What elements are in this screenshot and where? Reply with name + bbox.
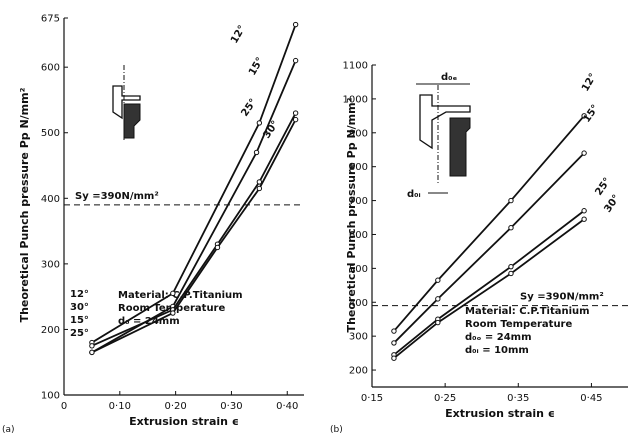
data-point [508,224,514,231]
series-line-0 [91,24,297,344]
y-tick-label: 100 [41,391,60,402]
billet-hatch [449,117,471,177]
y-tick-label: 675 [41,14,60,25]
y-tick-label: 200 [349,366,368,377]
x-tick-label: 0·25 [434,393,456,404]
data-point [292,57,299,64]
series-label: 15° [581,103,601,125]
die-schematic [112,65,141,140]
doe-label: d₀ₑ [441,72,458,83]
material-note: Material: C.P.Titanium [118,290,243,301]
data-point [435,296,441,302]
data-point [89,349,95,356]
series-label: 15° [247,56,266,78]
series-start-label: 25° [70,328,89,339]
data-point [292,21,299,28]
data-point [581,113,587,119]
y-tick-label: 500 [349,264,368,275]
y-tick-label: 300 [349,332,368,343]
series-start-label: 15° [70,315,89,326]
material-note: d₀ᵢ = 10mm [465,345,529,356]
data-point [292,110,299,116]
x-tick-label: 0·10 [109,401,131,412]
series-line-2 [393,210,585,356]
x-tick-label: 0·20 [164,401,186,412]
data-point [581,216,587,222]
y-tick-label: 1000 [343,94,368,105]
y-tick-label: 700 [349,196,368,207]
die-schematic: d₀ₑ d₀ᵢ [407,72,471,200]
series-label: 12° [229,24,248,46]
material-note: d₀ₒ = 24mm [465,332,532,343]
x-tick-label: 0·40 [276,401,298,412]
series-label: 25° [239,97,259,119]
data-point [292,116,299,123]
y-tick-label: 600 [41,63,60,74]
data-point [391,328,397,334]
yield-stress-label: Sy =390N/mm² [520,292,604,303]
billet-hatch [123,103,141,139]
data-point [391,340,397,346]
series-line-1 [393,152,585,344]
series-label: 30° [602,193,622,215]
data-point [581,208,587,214]
series-line-1 [91,60,297,354]
data-point [508,197,514,204]
die-outline [419,94,471,150]
series-line-0 [393,115,585,332]
y-tick-label: 300 [41,259,60,270]
y-tick-label: 500 [41,128,60,139]
data-point [170,310,176,316]
panel-label: (b) [330,425,343,435]
doi-label: d₀ᵢ [407,189,421,200]
data-point [581,150,587,156]
y-tick-label: 600 [349,230,368,241]
y-tick-label: 1100 [343,61,368,72]
data-point [508,263,514,270]
x-tick-label: 0·45 [580,393,602,404]
series-label: 25° [593,176,613,198]
x-tick-label: 0·35 [507,393,529,404]
series-label: 12° [580,72,599,94]
series-line-3 [393,218,585,359]
data-point [214,244,221,251]
x-tick-label: 0 [61,401,67,412]
series-label: 30° [261,119,281,141]
series-start-label: 30° [70,302,89,313]
series-start-label: 12° [70,289,89,300]
chart-panel-a: 100 200 300 400 500 600 675 0 0·10 0·20 0·30 0·40 Ex… [2,14,304,435]
data-point [170,290,176,297]
x-tick-label: 0·30 [220,401,242,412]
data-point [256,185,263,192]
y-tick-label: 200 [41,325,60,336]
y-tick-label: 800 [349,162,368,173]
data-point [253,149,260,156]
data-point [435,277,441,283]
material-note: Room Temperature [465,319,572,330]
data-point [508,270,514,277]
y-tick-label: 900 [349,128,368,139]
x-axis-label: Extrusion strain ϵ [129,415,239,428]
x-tick-label: 0·15 [361,393,383,404]
data-point [391,355,397,361]
data-point [256,179,263,185]
die-outline [112,85,141,120]
chart-panel-b: 200 300 400 500 600 700 800 900 1000 1100 0·15 0·25… [330,61,628,435]
material-note: Material: C.P.Titanium [465,306,590,317]
data-point [435,319,441,326]
y-axis-label: Theoretical Punch pressure Pp N/mm² [18,87,31,322]
data-point [256,120,263,126]
x-axis-label: Extrusion strain ϵ [445,407,555,420]
yield-stress-label: Sy =390N/mm² [75,191,159,202]
y-tick-label: 400 [41,194,60,205]
panel-label: (a) [2,425,15,435]
y-axis-label: Theoretical Punch pressure Pp N/mm² [345,97,358,332]
material-note: d₀ = 24mm [118,316,180,327]
y-tick-label: 400 [349,298,368,309]
data-point [89,343,95,349]
